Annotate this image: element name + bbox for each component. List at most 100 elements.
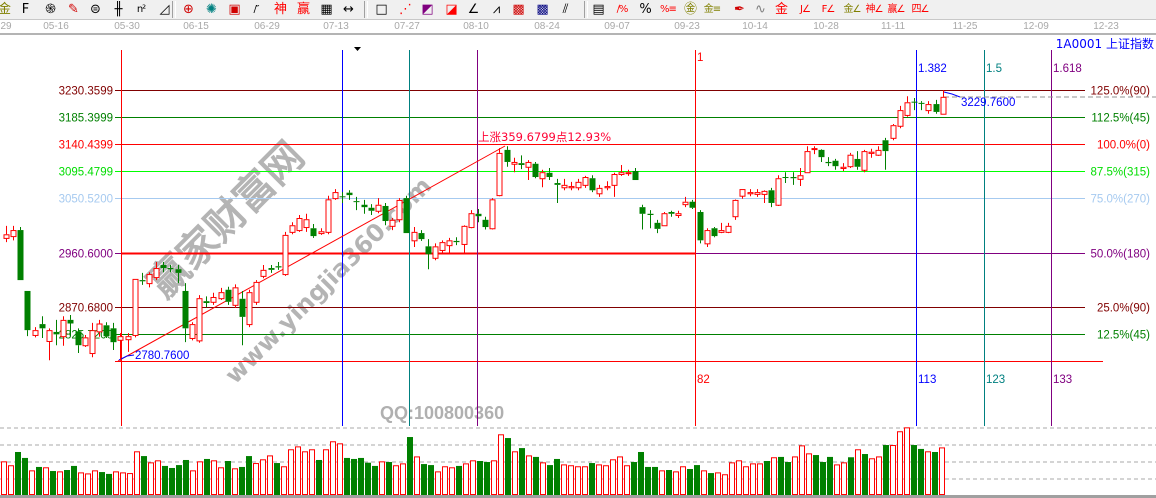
candle[interactable]	[504, 146, 511, 167]
candle[interactable]	[146, 272, 153, 288]
candle[interactable]	[239, 290, 246, 346]
candle[interactable]	[468, 210, 475, 229]
candle[interactable]	[496, 148, 503, 197]
candle[interactable]	[518, 155, 525, 170]
candle[interactable]	[482, 216, 489, 230]
candle[interactable]	[890, 123, 897, 141]
candle[interactable]	[511, 157, 518, 173]
candle[interactable]	[260, 265, 267, 279]
candle[interactable]	[389, 218, 396, 231]
gold-lines-icon[interactable]: 金≡	[703, 4, 721, 15]
gold-icon[interactable]: 金	[0, 2, 11, 17]
candle[interactable]	[682, 196, 689, 208]
candle[interactable]	[110, 322, 117, 351]
shen-fan-icon[interactable]: 神∠	[865, 4, 884, 15]
candle[interactable]	[403, 195, 410, 234]
angle-lines-icon[interactable]: ∠	[467, 2, 480, 17]
candle[interactable]	[10, 225, 17, 241]
candle[interactable]	[732, 199, 739, 220]
candle[interactable]	[275, 262, 282, 270]
candle[interactable]	[268, 265, 275, 273]
candle[interactable]	[911, 98, 918, 111]
candle[interactable]	[546, 167, 553, 181]
candle[interactable]	[368, 204, 375, 215]
candle[interactable]	[868, 148, 875, 158]
candle[interactable]	[604, 181, 611, 191]
candle[interactable]	[60, 316, 67, 346]
candle[interactable]	[782, 172, 789, 184]
candle[interactable]	[325, 195, 332, 235]
candle[interactable]	[89, 322, 96, 358]
candle[interactable]	[439, 240, 446, 253]
candle[interactable]	[854, 151, 861, 170]
candle[interactable]	[554, 178, 561, 203]
candle[interactable]	[75, 328, 82, 354]
percent-lines-icon[interactable]: %≡	[660, 4, 677, 15]
candle[interactable]	[253, 280, 260, 305]
candle[interactable]	[303, 213, 310, 232]
ruler-icon[interactable]: ▦	[320, 2, 332, 17]
square-web-icon[interactable]: ▣	[228, 2, 240, 17]
candle[interactable]	[711, 227, 718, 238]
candle[interactable]	[218, 287, 225, 300]
candle[interactable]	[861, 149, 868, 173]
candle[interactable]	[739, 189, 746, 199]
candle[interactable]	[296, 214, 303, 232]
candle[interactable]	[210, 292, 217, 305]
candle[interactable]	[882, 137, 889, 170]
candle[interactable]	[489, 198, 496, 230]
candle[interactable]	[568, 181, 575, 191]
candle[interactable]	[668, 210, 675, 217]
candle[interactable]	[339, 192, 346, 203]
f-fan-icon[interactable]: F∠	[821, 4, 836, 15]
candle[interactable]	[432, 243, 439, 261]
candle[interactable]	[897, 105, 904, 129]
candle[interactable]	[639, 204, 646, 230]
candle[interactable]	[117, 333, 124, 361]
candle[interactable]	[361, 199, 368, 214]
candle[interactable]	[139, 272, 146, 285]
slash-lines-icon[interactable]: /″	[253, 4, 259, 15]
candle[interactable]	[797, 167, 804, 187]
candle[interactable]	[661, 211, 668, 227]
candle[interactable]	[160, 262, 167, 273]
candle[interactable]	[289, 222, 296, 235]
candle[interactable]	[697, 210, 704, 244]
n-squared-icon[interactable]: n²	[136, 4, 146, 15]
candle[interactable]	[453, 237, 460, 246]
circle-grid-icon[interactable]: ⊜	[90, 2, 101, 17]
candle[interactable]	[747, 189, 754, 197]
circle-cross-icon[interactable]: ⊕	[183, 2, 194, 17]
candle[interactable]	[461, 225, 468, 253]
pen-wave-icon[interactable]: ✒	[734, 2, 745, 17]
candle[interactable]	[918, 101, 925, 111]
candle[interactable]	[754, 189, 761, 197]
candle[interactable]	[196, 295, 203, 343]
candle[interactable]	[596, 184, 603, 197]
candle[interactable]	[32, 327, 39, 338]
percent-icon[interactable]: %	[639, 2, 651, 17]
percent-line-icon[interactable]: ∕%	[616, 4, 629, 15]
candle[interactable]	[3, 225, 10, 243]
candle[interactable]	[725, 222, 732, 234]
candle[interactable]	[775, 175, 782, 206]
candle[interactable]	[582, 175, 589, 188]
candle[interactable]	[246, 289, 253, 328]
candle[interactable]	[840, 163, 847, 171]
parallel-lines-icon[interactable]: ⫽	[562, 2, 569, 17]
candle[interactable]	[17, 227, 24, 281]
spider-web-icon[interactable]: ✺	[206, 2, 217, 17]
wave-icon[interactable]: ∿	[755, 2, 766, 17]
candle[interactable]	[589, 175, 596, 193]
si-fan-icon[interactable]: 四∠	[911, 4, 930, 15]
candle[interactable]	[103, 322, 110, 338]
candle[interactable]	[675, 210, 682, 219]
candle[interactable]	[875, 146, 882, 156]
candle[interactable]	[933, 99, 940, 114]
fan-red-icon[interactable]: ⋰	[399, 2, 412, 17]
f-icon[interactable]: F	[21, 2, 29, 17]
candle[interactable]	[46, 328, 53, 361]
vertical-lines-icon[interactable]: ╫	[114, 2, 123, 17]
gold-red-icon[interactable]: 金	[774, 2, 788, 17]
